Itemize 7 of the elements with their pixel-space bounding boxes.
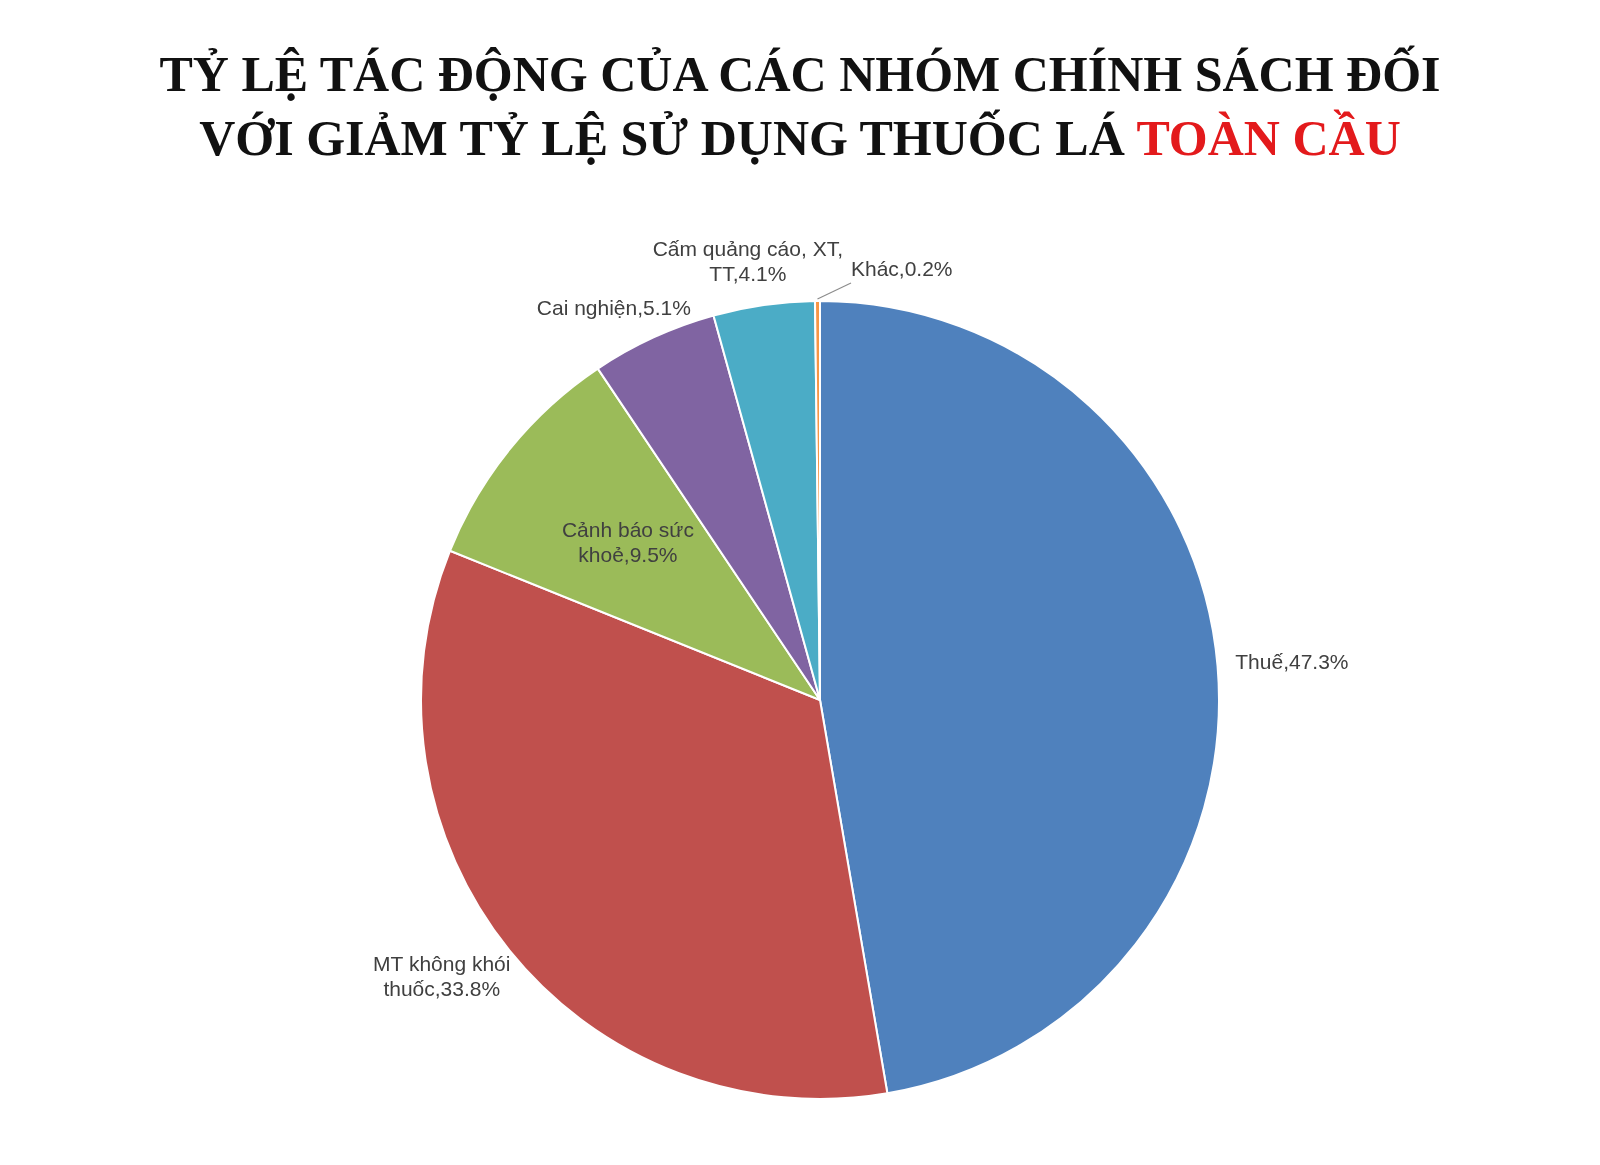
slice-label: MT không khói thuốc,33.8% bbox=[373, 951, 511, 1000]
slice-label: Cấm quảng cáo, XT, TT,4.1% bbox=[652, 236, 843, 285]
slice-label: Khác,0.2% bbox=[850, 257, 953, 281]
chart-title: TỶ LỆ TÁC ĐỘNG CỦA CÁC NHÓM CHÍNH SÁCH ĐỐI VỚI GIẢM TỶ LỆ SỬ DỤNG THUỐC LÁ TOÀN CẦU bbox=[159, 46, 1441, 166]
slice-label: Thuế,47.3% bbox=[1235, 650, 1349, 674]
slice-label: Cảnh báo sức khoẻ,9.5% bbox=[561, 518, 694, 567]
slice-label: Cai nghiện,5.1% bbox=[536, 296, 691, 320]
